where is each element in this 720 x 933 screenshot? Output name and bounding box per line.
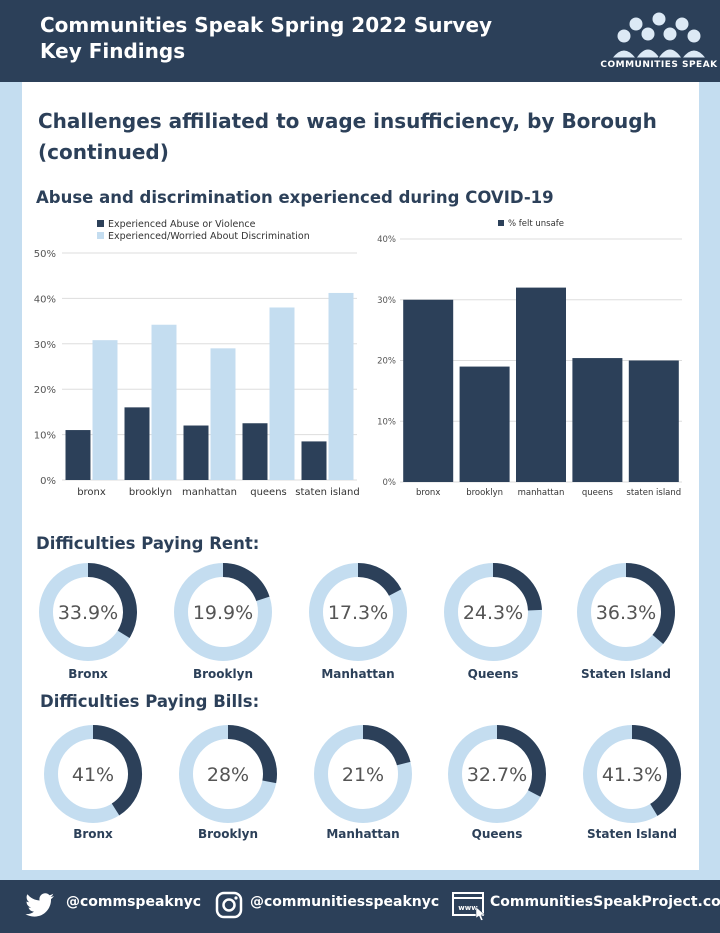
x-tick-label: brooklyn [129,487,172,498]
bar-brooklyn [459,366,510,482]
bar-1-brooklyn [151,324,177,480]
donut-segment [357,563,402,597]
y-tick-label: 0% [383,478,397,488]
x-tick-label: bronx [416,488,440,498]
page-title: Challenges affiliated to wage insufficie… [38,106,678,168]
legend-label: Experienced Abuse or Violence [108,219,256,230]
www-text: www [458,904,478,912]
bar-0-staten-island [301,441,327,480]
donut-value: 41% [72,764,114,786]
x-tick-label: staten island [626,488,681,498]
donut-segment [362,725,411,766]
instagram-handle[interactable]: @communitiesspeaknyc [250,894,440,910]
donut-borough-label: Brooklyn [197,827,258,841]
y-tick-label: 10% [34,431,56,442]
felt-unsafe-chart: 0% 10% 20% 30% 40% bronx brooklyn manhattan quee… [377,219,682,498]
section-title-bills: Difficulties Paying Bills: [40,692,260,711]
bar-staten-island [628,360,679,482]
communities-speak-logo: COMMUNITIES SPEAK [598,8,720,78]
donut-borough-label: Staten Island [586,827,678,841]
y-tick-label: 40% [377,235,396,245]
donut-borough-label: Queens [471,827,523,841]
people-group-icon [610,11,708,59]
donut-value: 32.7% [467,764,527,786]
donut-segment [92,725,142,816]
bar-1-staten-island [328,292,354,480]
donut-borough-label: Manhattan [321,667,395,681]
website-link[interactable]: CommunitiesSpeakProject.com [490,894,720,910]
rent-donuts: 33.9% 19.9% 17.3% 24.3% 36.3% [39,563,675,661]
twitter-icon[interactable] [24,891,56,919]
bar-0-manhattan [183,425,209,480]
donut-borough-label: Staten Island [580,667,672,681]
donut-segment [222,563,270,602]
header: Communities Speak Spring 2022 Survey Key… [0,0,720,82]
page-title-line1: Challenges affiliated to wage insufficie… [38,109,657,133]
bills-donuts: 41% 28% 21% 32.7% 41.3% [44,725,681,823]
abuse-discrimination-chart: 0% 10% 20% 30% 40% 50% bronx brooklyn manhattan q… [34,219,360,498]
twitter-handle[interactable]: @commspeaknyc [66,894,202,910]
page-title-line2: (continued) [38,140,169,164]
bar-manhattan [516,287,566,482]
donut-value: 33.9% [58,602,118,624]
donut-borough-label: Brooklyn [192,667,253,681]
donut-borough-label: Bronx [68,667,108,681]
donut-value: 21% [342,764,384,786]
header-title: Communities Speak Spring 2022 Survey Key… [40,12,580,64]
x-tick-label: queens [582,488,614,498]
donut-segment [496,725,546,797]
donut-segment [492,563,542,611]
header-title-line2: Key Findings [40,39,186,63]
website-icon[interactable]: www [452,891,488,921]
logo-text: COMMUNITIES SPEAK [600,60,718,70]
x-tick-label: staten island [295,487,359,498]
x-tick-label: manhattan [182,487,237,498]
x-tick-label: bronx [77,487,106,498]
y-tick-label: 0% [40,476,56,487]
donut-value: 28% [207,764,249,786]
x-tick-label: manhattan [518,488,565,498]
bar-bronx [403,299,454,482]
donut-segment [625,563,675,644]
legend-label: % felt unsafe [508,219,564,229]
y-tick-label: 30% [34,340,56,351]
donut-borough-label: Queens [467,667,519,681]
bar-0-brooklyn [124,407,150,480]
donut-value: 19.9% [193,602,253,624]
donut-value: 36.3% [596,602,656,624]
legend-swatch [97,232,104,239]
y-tick-label: 20% [34,385,56,396]
bar-1-bronx [92,340,118,480]
instagram-icon[interactable] [215,891,243,919]
donut-value: 24.3% [463,602,523,624]
section-title-abuse: Abuse and discrimination experienced dur… [36,188,554,207]
footer: @commspeaknyc @communitiesspeaknyc www C… [0,880,720,933]
y-tick-label: 20% [377,357,396,367]
x-tick-label: queens [250,487,287,498]
section-title-rent: Difficulties Paying Rent: [36,534,260,553]
bar-0-queens [242,423,268,480]
bar-queens [572,358,623,482]
donut-borough-label: Bronx [73,827,113,841]
donut-segment [87,563,137,638]
donut-borough-label: Manhattan [326,827,400,841]
donut-value: 17.3% [328,602,388,624]
bar-1-queens [269,307,295,480]
legend-label: Experienced/Worried About Discrimination [108,231,310,242]
bar-1-manhattan [210,348,236,480]
x-tick-label: brooklyn [466,488,503,498]
y-tick-label: 30% [377,296,396,306]
y-tick-label: 50% [34,249,56,260]
legend-swatch [498,220,504,226]
y-tick-label: 10% [377,417,396,427]
donut-segment [631,725,681,816]
bar-0-bronx [65,430,91,480]
y-tick-label: 40% [34,294,56,305]
donut-segment [227,725,277,784]
legend-swatch [97,220,104,227]
donut-value: 41.3% [602,764,662,786]
header-title-line1: Communities Speak Spring 2022 Survey [40,13,493,37]
